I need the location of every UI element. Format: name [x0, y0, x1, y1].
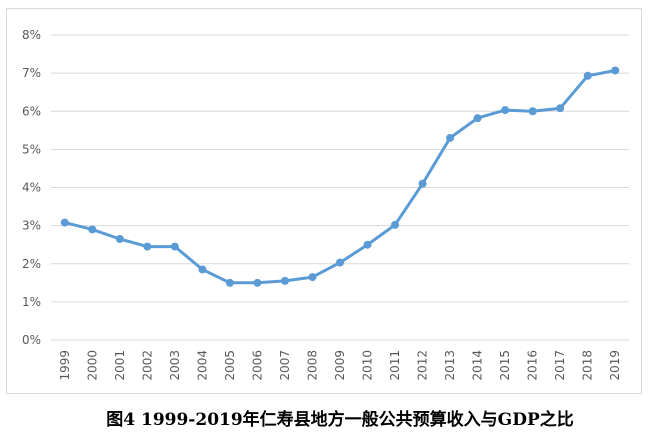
x-tick-label: 2015 [498, 350, 512, 381]
data-point [115, 234, 124, 243]
y-tick-label: 7% [22, 66, 41, 80]
data-point [556, 104, 565, 113]
series-layer [60, 66, 620, 287]
y-tick-label: 2% [22, 257, 41, 271]
x-tick-label: 2017 [553, 350, 567, 381]
line-chart: 0% 1% 2% 3% 4% 5% 6% 7% 8% 1999 2000 2001 2002 2003 2… [22, 28, 629, 381]
y-tick-label: 0% [22, 333, 41, 347]
x-tick-label: 2008 [305, 350, 319, 381]
x-tick-label: 2003 [168, 350, 182, 381]
data-point [88, 225, 97, 234]
x-tick-label: 2004 [195, 350, 209, 381]
data-point [528, 107, 537, 116]
y-tick-label: 3% [22, 219, 41, 233]
x-tick-label: 2006 [250, 350, 264, 381]
gridlines [51, 34, 629, 341]
x-tick-label: 2010 [361, 350, 375, 381]
x-tick-label: 2011 [388, 350, 402, 381]
y-axis-ticks: 0% 1% 2% 3% 4% 5% 6% 7% 8% [22, 28, 41, 347]
x-tick-label: 2002 [140, 350, 154, 381]
data-point [308, 273, 317, 282]
data-point [611, 66, 620, 75]
data-point [391, 220, 400, 229]
x-tick-label: 2016 [526, 350, 540, 381]
x-tick-label: 2014 [471, 350, 485, 381]
figure-caption: 图4 1999-2019年仁寿县地方一般公共预算收入与GDP之比 [106, 410, 574, 430]
series-line [63, 69, 617, 285]
x-tick-label: 2001 [113, 350, 127, 381]
y-tick-label: 6% [22, 104, 41, 118]
y-tick-label: 4% [22, 181, 41, 195]
x-tick-label: 2018 [581, 350, 595, 381]
x-axis-ticks: 1999 2000 2001 2002 2003 2004 2005 2006 2007 2008… [58, 350, 622, 381]
x-tick-label: 2005 [223, 350, 237, 381]
data-point [253, 278, 262, 287]
x-tick-label: 2007 [278, 350, 292, 381]
x-tick-label: 1999 [58, 350, 72, 381]
x-tick-label: 2009 [333, 350, 347, 381]
data-point [336, 258, 344, 267]
x-tick-label: 2000 [85, 350, 99, 381]
data-point [60, 218, 69, 227]
data-point [225, 278, 234, 287]
y-tick-label: 8% [22, 28, 41, 42]
data-point [170, 242, 179, 251]
x-tick-label: 2013 [443, 350, 457, 381]
data-point [501, 106, 510, 115]
chart-area: 0% 1% 2% 3% 4% 5% 6% 7% 8% 1999 2000 2001 2002 2003 2… [6, 8, 642, 394]
data-point [363, 240, 372, 249]
data-point [446, 133, 455, 142]
data-point [143, 242, 152, 251]
x-tick-label: 2012 [416, 350, 430, 381]
data-point [280, 276, 289, 285]
data-point [418, 179, 427, 188]
y-tick-label: 5% [22, 142, 41, 156]
x-tick-label: 2019 [608, 350, 622, 381]
data-point [583, 71, 592, 80]
data-point [473, 114, 482, 123]
y-tick-label: 1% [22, 295, 41, 309]
data-point [198, 265, 207, 274]
